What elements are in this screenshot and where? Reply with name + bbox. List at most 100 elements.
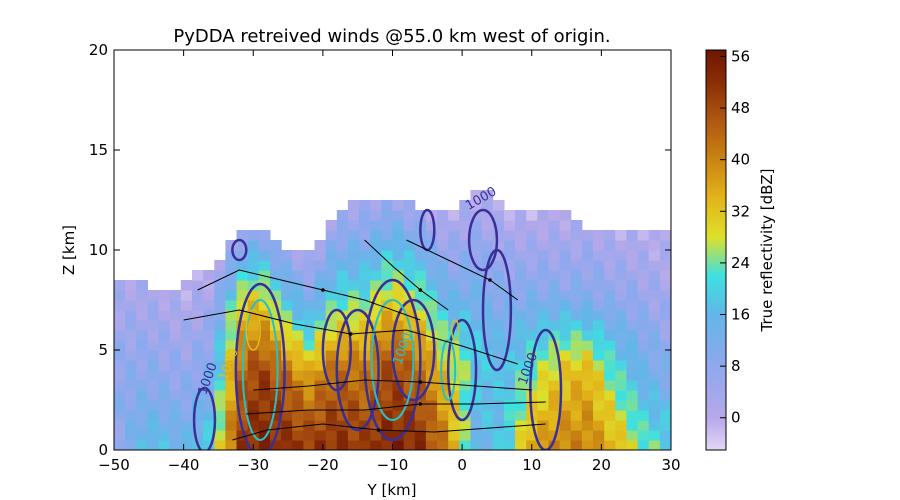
heatmap-cell	[503, 420, 516, 431]
heatmap-cell	[548, 420, 561, 431]
heatmap-cell	[459, 370, 471, 381]
heatmap-cell	[470, 190, 483, 201]
heatmap-cell	[314, 430, 327, 441]
heatmap-cell	[247, 400, 260, 411]
heatmap-cell	[225, 270, 238, 281]
heatmap-cell	[570, 430, 583, 441]
heatmap-cell	[325, 360, 338, 371]
heatmap-cell	[114, 300, 126, 311]
heatmap-cell	[503, 410, 516, 421]
heatmap-cell	[414, 390, 427, 401]
heatmap-cell	[637, 240, 650, 251]
heatmap-cell	[147, 420, 160, 431]
heatmap-cell	[258, 310, 271, 321]
heatmap-cell	[169, 340, 182, 351]
heatmap-cell	[359, 400, 371, 411]
heatmap-cell	[570, 280, 583, 291]
heatmap-cell	[559, 340, 572, 351]
heatmap-cell	[158, 410, 171, 421]
heatmap-cell	[492, 310, 505, 321]
heatmap-cell	[492, 200, 505, 211]
heatmap-cell	[147, 300, 160, 311]
heatmap-cell	[637, 420, 650, 431]
heatmap-cell	[659, 440, 671, 450]
heatmap-cell	[303, 440, 316, 450]
heatmap-cell	[503, 350, 516, 361]
heatmap-cell	[448, 440, 460, 450]
heatmap-cell	[637, 280, 650, 291]
heatmap-cell	[314, 400, 327, 411]
x-tick-label: 20	[592, 456, 611, 474]
heatmap-cell	[615, 290, 627, 301]
heatmap-cell	[459, 220, 471, 231]
heatmap-cell	[492, 380, 505, 391]
heatmap-cell	[203, 360, 215, 371]
heatmap-cell	[258, 230, 271, 241]
heatmap-cell	[648, 380, 661, 391]
heatmap-cell	[593, 270, 605, 281]
heatmap-cell	[615, 400, 627, 411]
heatmap-cell	[292, 250, 304, 261]
heatmap-cell	[437, 410, 449, 421]
heatmap-cell	[359, 250, 371, 261]
heatmap-cell	[281, 410, 293, 421]
colorbar	[705, 49, 727, 451]
heatmap-cell	[414, 290, 427, 301]
heatmap-cell	[180, 430, 193, 441]
heatmap-cell	[526, 330, 538, 341]
heatmap-cell	[559, 420, 572, 431]
heatmap-cell	[548, 310, 561, 321]
heatmap-cell	[169, 400, 182, 411]
heatmap-cell	[604, 290, 616, 301]
heatmap-cell	[247, 230, 260, 241]
heatmap-cell	[125, 340, 137, 351]
heatmap-cell	[336, 240, 349, 251]
heatmap-cell	[581, 330, 594, 341]
heatmap-cell	[637, 300, 650, 311]
heatmap-cell	[325, 290, 338, 301]
heatmap-cell	[370, 360, 382, 371]
heatmap-cell	[659, 430, 671, 441]
heatmap-cell	[314, 330, 327, 341]
heatmap-cell	[214, 360, 226, 371]
heatmap-cell	[214, 280, 226, 291]
heatmap-cell	[281, 440, 293, 450]
heatmap-cell	[125, 350, 137, 361]
heatmap-cell	[136, 310, 148, 321]
heatmap-cell	[325, 410, 338, 421]
heatmap-cell	[581, 240, 594, 251]
heatmap-cell	[258, 330, 271, 341]
heatmap-cell	[581, 270, 594, 281]
heatmap-cell	[581, 230, 594, 241]
heatmap-cell	[470, 250, 483, 261]
heatmap-cell	[270, 240, 282, 251]
heatmap-cell	[437, 440, 449, 450]
heatmap-cell	[448, 280, 460, 291]
heatmap-cell	[526, 290, 538, 301]
contour-line	[192, 386, 217, 450]
heatmap-cell	[626, 410, 639, 421]
heatmap-cell	[648, 340, 661, 351]
heatmap-cell	[392, 250, 405, 261]
heatmap-cell	[192, 430, 204, 441]
heatmap-cell	[414, 270, 427, 281]
heatmap-cell	[659, 400, 671, 411]
heatmap-cell	[459, 310, 471, 321]
heatmap-cell	[593, 240, 605, 251]
contour-line	[440, 339, 457, 401]
heatmap-cell	[481, 290, 494, 301]
heatmap-cell	[459, 400, 471, 411]
heatmap-cell	[392, 410, 405, 421]
x-tick-label: 0	[457, 456, 467, 474]
heatmap-cell	[258, 250, 271, 261]
heatmap-cell	[236, 270, 249, 281]
heatmap-cell	[626, 330, 639, 341]
heatmap-cell	[347, 390, 360, 401]
heatmap-cell	[626, 240, 639, 251]
contour-line	[241, 299, 279, 441]
x-tick-label: −50	[98, 456, 130, 474]
heatmap-cell	[481, 300, 494, 311]
heatmap-cell	[414, 260, 427, 271]
heatmap-cell	[203, 270, 215, 281]
heatmap-cell	[381, 350, 394, 361]
